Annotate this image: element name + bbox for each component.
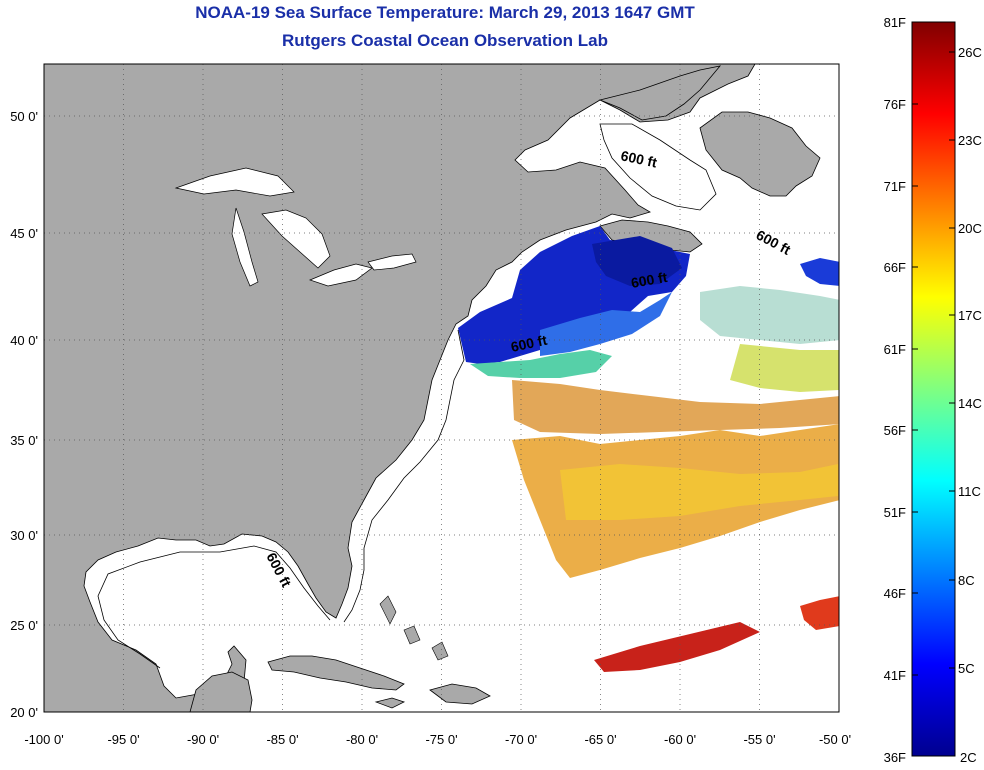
y-tick-label: 40 0' xyxy=(10,333,38,348)
x-tick-label: -90 0' xyxy=(187,732,219,747)
map-gridlines xyxy=(44,64,839,712)
temperature-colorbar xyxy=(911,21,956,757)
land-hispaniola xyxy=(429,683,491,705)
colorbar-c-label: 14C xyxy=(958,396,982,411)
gulf-st-lawrence xyxy=(599,123,717,211)
x-tick-label: -95 0' xyxy=(107,732,139,747)
colorbar-c-label: 11C xyxy=(958,484,981,499)
colorbar-f-label: 46F xyxy=(884,586,906,601)
map-title: NOAA-19 Sea Surface Temperature: March 2… xyxy=(195,3,695,22)
land-cuba xyxy=(267,655,405,691)
x-tick-label: -55 0' xyxy=(743,732,775,747)
colorbar-c-label: 2C xyxy=(960,750,977,765)
sst-warm-water xyxy=(512,286,839,578)
colorbar-c-label: 8C xyxy=(958,573,975,588)
x-tick-label: -60 0' xyxy=(664,732,696,747)
contour-label: 600 ft xyxy=(509,332,548,355)
colorbar-f-label: 51F xyxy=(884,505,906,520)
colorbar-f-label: 71F xyxy=(884,179,906,194)
colorbar-c-label: 23C xyxy=(958,133,982,148)
x-tick-label: -75 0' xyxy=(425,732,457,747)
x-tick-label: -50 0' xyxy=(819,732,851,747)
colorbar-c-label: 20C xyxy=(958,221,982,236)
colorbar-f-label: 61F xyxy=(884,342,906,357)
great-lakes xyxy=(174,167,417,287)
colorbar-c-label: 26C xyxy=(958,45,982,60)
x-tick-label: -65 0' xyxy=(584,732,616,747)
contour-label: 600 ft xyxy=(630,269,669,291)
colorbar-f-label: 41F xyxy=(884,668,906,683)
x-tick-label: -80 0' xyxy=(346,732,378,747)
colorbar-ticks xyxy=(912,51,955,676)
shelf-contour-600ft xyxy=(97,329,465,669)
land-north-america xyxy=(44,64,756,712)
colorbar-f-label: 56F xyxy=(884,423,906,438)
y-tick-label: 25 0' xyxy=(10,618,38,633)
colorbar-c-label: 5C xyxy=(958,661,975,676)
sst-cold-water xyxy=(458,226,839,378)
sst-hot-water xyxy=(594,596,839,672)
contour-label: 600 ft xyxy=(619,147,658,170)
colorbar-f-label: 36F xyxy=(884,750,906,765)
land-yucatan xyxy=(189,671,253,712)
colorbar-f-label: 66F xyxy=(884,260,906,275)
land-bahamas xyxy=(379,595,449,661)
colorbar-f-label: 81F xyxy=(884,15,906,30)
y-tick-label: 35 0' xyxy=(10,433,38,448)
x-tick-label: -70 0' xyxy=(505,732,537,747)
colorbar-f-label: 76F xyxy=(884,97,906,112)
y-tick-label: 20 0' xyxy=(10,705,38,720)
y-tick-label: 45 0' xyxy=(10,226,38,241)
land-jamaica xyxy=(374,697,406,709)
y-tick-label: 30 0' xyxy=(10,528,38,543)
colorbar-c-label: 17C xyxy=(958,308,982,323)
land-newfoundland xyxy=(699,111,821,197)
map-subtitle: Rutgers Coastal Ocean Observation Lab xyxy=(282,31,608,50)
plot-frame xyxy=(43,63,840,713)
x-tick-label: -100 0' xyxy=(24,732,63,747)
x-tick-label: -85 0' xyxy=(266,732,298,747)
y-tick-label: 50 0' xyxy=(10,109,38,124)
